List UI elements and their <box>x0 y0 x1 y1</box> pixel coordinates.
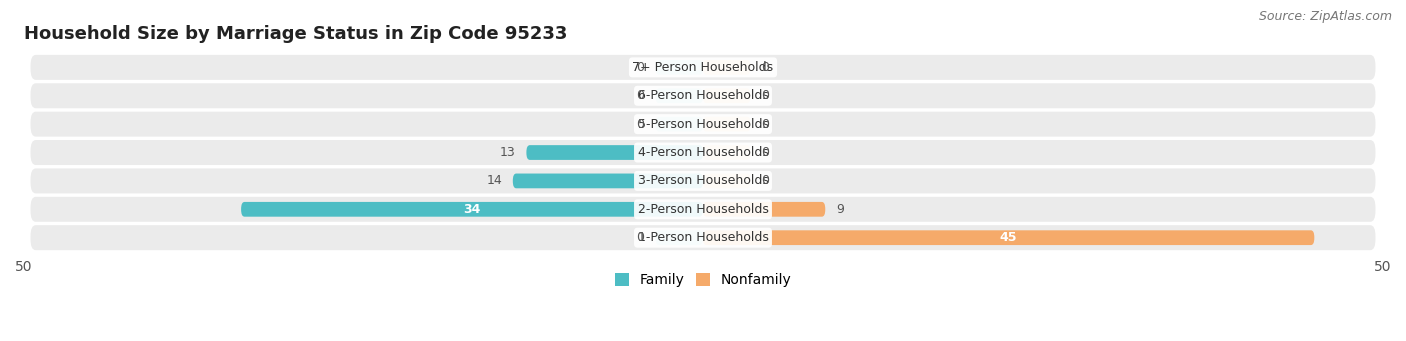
Text: 7+ Person Households: 7+ Person Households <box>633 61 773 74</box>
Text: 0: 0 <box>762 174 769 188</box>
FancyBboxPatch shape <box>655 117 703 132</box>
Text: 0: 0 <box>762 146 769 159</box>
FancyBboxPatch shape <box>703 117 751 132</box>
Text: 0: 0 <box>762 89 769 102</box>
Text: 5-Person Households: 5-Person Households <box>637 118 769 131</box>
FancyBboxPatch shape <box>655 230 703 245</box>
FancyBboxPatch shape <box>703 145 751 160</box>
Text: 45: 45 <box>1000 231 1018 244</box>
Text: 3-Person Households: 3-Person Households <box>637 174 769 188</box>
Text: Household Size by Marriage Status in Zip Code 95233: Household Size by Marriage Status in Zip… <box>24 25 567 43</box>
FancyBboxPatch shape <box>31 140 1375 165</box>
FancyBboxPatch shape <box>240 202 703 217</box>
FancyBboxPatch shape <box>703 174 751 188</box>
FancyBboxPatch shape <box>526 145 703 160</box>
FancyBboxPatch shape <box>31 168 1375 193</box>
Text: 0: 0 <box>762 118 769 131</box>
Legend: Family, Nonfamily: Family, Nonfamily <box>609 268 797 293</box>
Text: 0: 0 <box>637 231 644 244</box>
Text: 1-Person Households: 1-Person Households <box>637 231 769 244</box>
Text: 13: 13 <box>499 146 516 159</box>
FancyBboxPatch shape <box>703 88 751 103</box>
Text: 4-Person Households: 4-Person Households <box>637 146 769 159</box>
FancyBboxPatch shape <box>513 174 703 188</box>
FancyBboxPatch shape <box>31 55 1375 80</box>
FancyBboxPatch shape <box>655 88 703 103</box>
FancyBboxPatch shape <box>703 230 1315 245</box>
FancyBboxPatch shape <box>655 60 703 75</box>
Text: 0: 0 <box>637 89 644 102</box>
FancyBboxPatch shape <box>31 197 1375 222</box>
Text: 6-Person Households: 6-Person Households <box>637 89 769 102</box>
Text: 2-Person Households: 2-Person Households <box>637 203 769 216</box>
FancyBboxPatch shape <box>703 202 825 217</box>
Text: 34: 34 <box>464 203 481 216</box>
Text: 0: 0 <box>637 61 644 74</box>
FancyBboxPatch shape <box>703 60 751 75</box>
Text: 9: 9 <box>837 203 844 216</box>
Text: Source: ZipAtlas.com: Source: ZipAtlas.com <box>1258 10 1392 23</box>
FancyBboxPatch shape <box>31 112 1375 137</box>
Text: 14: 14 <box>486 174 502 188</box>
FancyBboxPatch shape <box>31 83 1375 108</box>
Text: 0: 0 <box>637 118 644 131</box>
FancyBboxPatch shape <box>31 225 1375 250</box>
Text: 0: 0 <box>762 61 769 74</box>
